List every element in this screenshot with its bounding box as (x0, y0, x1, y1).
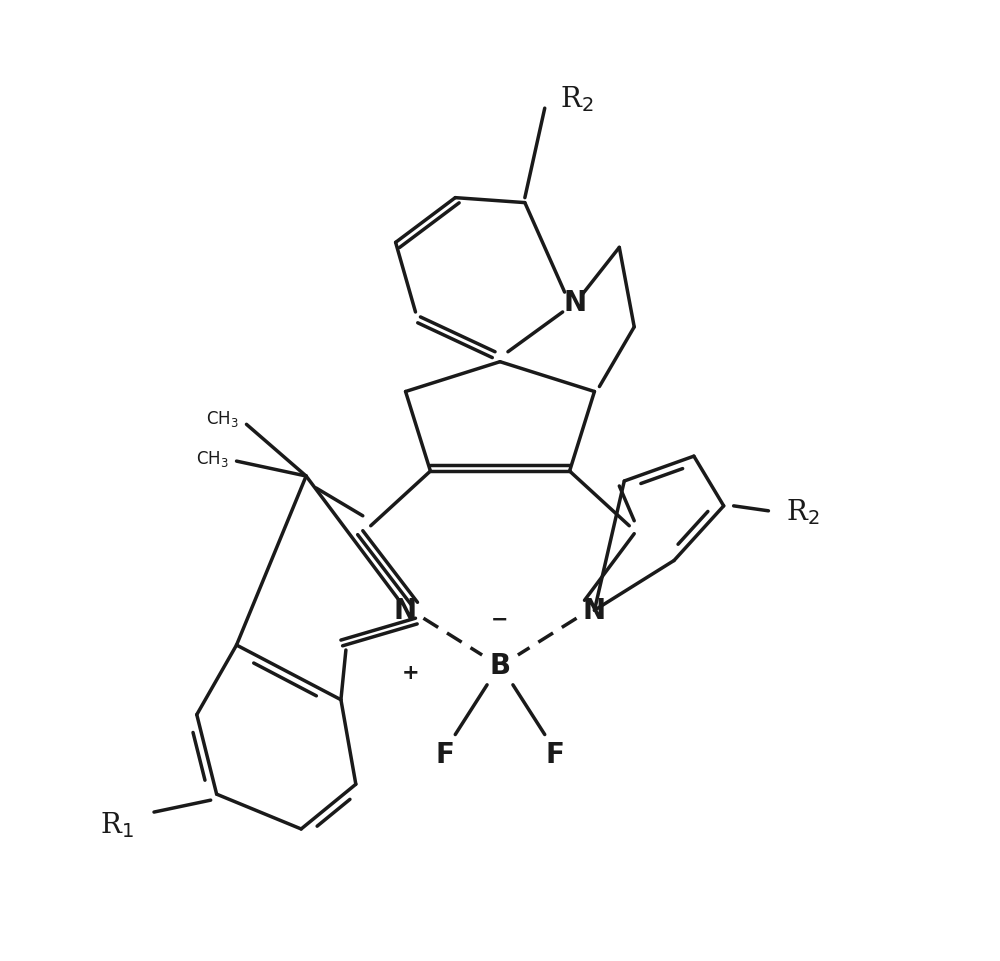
Text: −: − (491, 608, 509, 628)
Text: CH$_3$: CH$_3$ (206, 409, 239, 429)
Text: +: + (402, 662, 419, 682)
Text: F: F (436, 741, 455, 769)
Text: R$_1$: R$_1$ (100, 809, 134, 839)
Text: R$_2$: R$_2$ (786, 497, 820, 527)
Text: F: F (545, 741, 564, 769)
Text: N: N (563, 288, 586, 317)
Text: R$_2$: R$_2$ (560, 85, 593, 114)
Text: B: B (489, 652, 511, 679)
Text: N: N (583, 597, 606, 625)
Text: CH$_3$: CH$_3$ (196, 449, 229, 469)
Text: N: N (394, 597, 417, 625)
